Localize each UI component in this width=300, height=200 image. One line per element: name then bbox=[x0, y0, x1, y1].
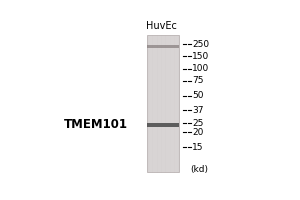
Text: 15: 15 bbox=[192, 143, 204, 152]
Bar bbox=[147, 35, 179, 172]
Bar bbox=[147, 123, 179, 127]
Text: 75: 75 bbox=[192, 76, 204, 85]
Text: 100: 100 bbox=[192, 64, 209, 73]
Text: (kd): (kd) bbox=[190, 165, 208, 174]
Text: 25: 25 bbox=[192, 119, 203, 128]
Bar bbox=[147, 45, 179, 48]
Text: HuvEc: HuvEc bbox=[146, 21, 177, 31]
Text: 37: 37 bbox=[192, 106, 204, 115]
Text: 20: 20 bbox=[192, 128, 203, 137]
Text: 50: 50 bbox=[192, 91, 204, 100]
Text: TMEM101: TMEM101 bbox=[64, 118, 128, 131]
Text: 250: 250 bbox=[192, 40, 209, 49]
Text: 150: 150 bbox=[192, 52, 209, 61]
